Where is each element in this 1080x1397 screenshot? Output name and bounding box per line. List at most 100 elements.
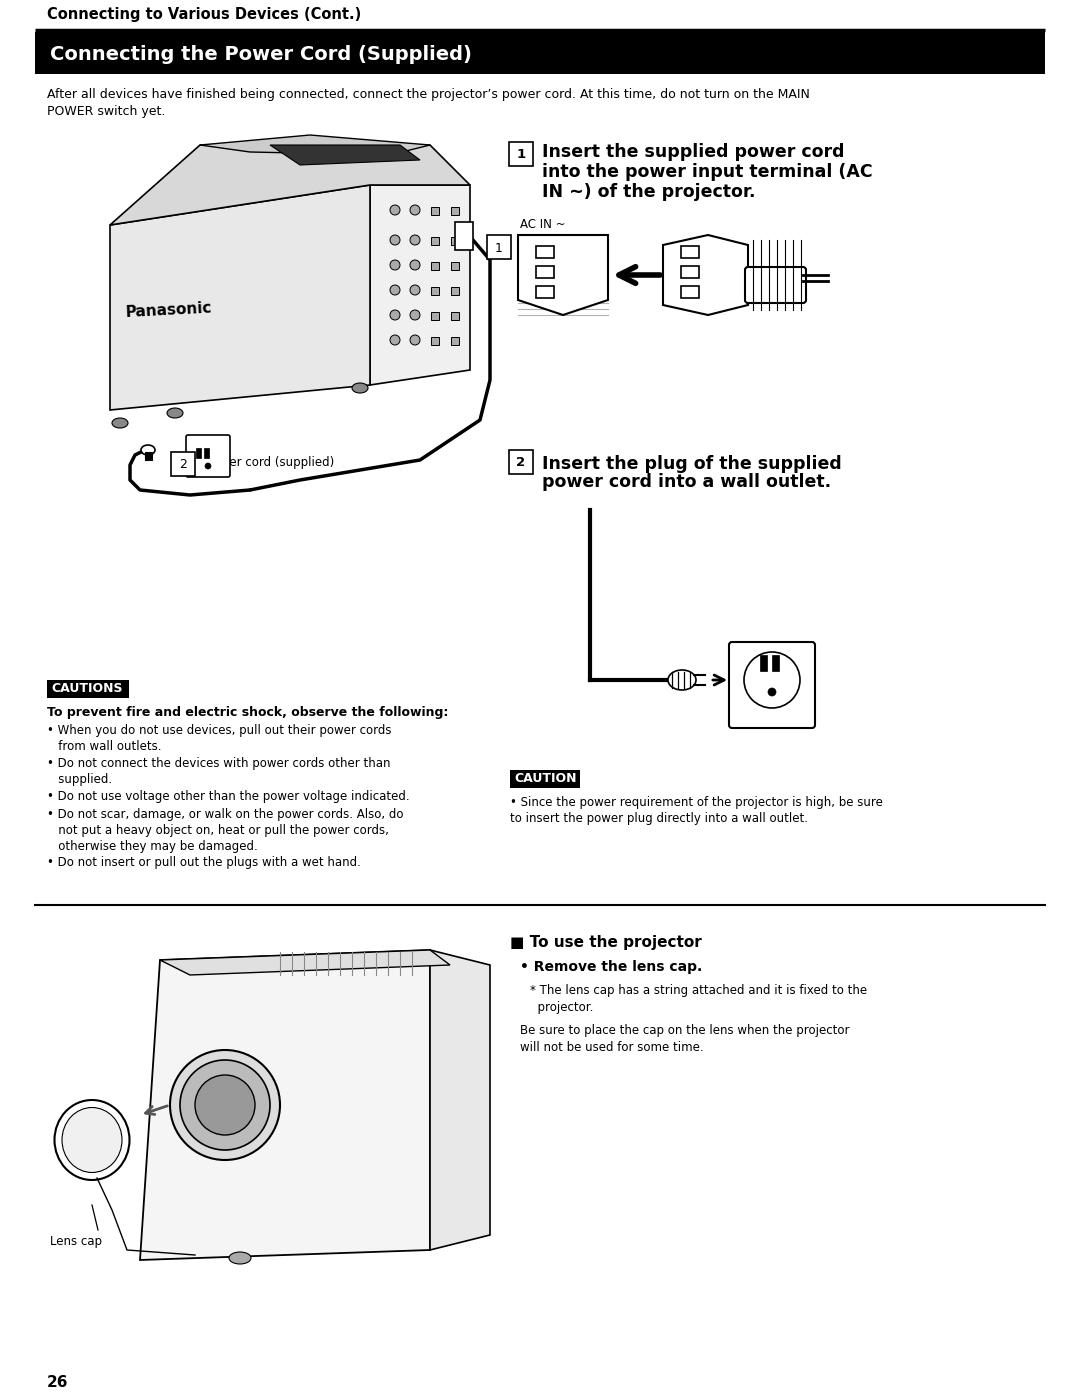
FancyBboxPatch shape [186, 434, 230, 476]
Text: • Do not connect the devices with power cords other than
   supplied.: • Do not connect the devices with power … [48, 757, 391, 787]
Circle shape [180, 1060, 270, 1150]
Circle shape [744, 652, 800, 708]
Bar [510, 770, 580, 788]
Text: IN ~) of the projector.: IN ~) of the projector. [542, 183, 756, 201]
Text: • Since the power requirement of the projector is high, be sure
to insert the po: • Since the power requirement of the pro… [510, 796, 882, 826]
Bar [451, 312, 459, 320]
Bar [681, 286, 699, 298]
Ellipse shape [141, 446, 156, 455]
Polygon shape [200, 136, 430, 155]
Polygon shape [110, 145, 470, 225]
Text: To prevent fire and electric shock, observe the following:: To prevent fire and electric shock, obse… [48, 705, 448, 719]
Circle shape [390, 335, 400, 345]
Circle shape [170, 1051, 280, 1160]
Polygon shape [663, 235, 748, 314]
Text: 2: 2 [179, 458, 187, 472]
Bar [431, 286, 438, 295]
FancyBboxPatch shape [745, 267, 806, 303]
Circle shape [410, 235, 420, 244]
Text: Connecting to Various Devices (Cont.): Connecting to Various Devices (Cont.) [48, 7, 361, 22]
Ellipse shape [62, 1108, 122, 1172]
Circle shape [390, 285, 400, 295]
Text: Insert the supplied power cord: Insert the supplied power cord [542, 142, 845, 161]
Polygon shape [518, 235, 608, 314]
Text: • When you do not use devices, pull out their power cords
   from wall outlets.: • When you do not use devices, pull out … [48, 724, 391, 753]
FancyBboxPatch shape [487, 235, 511, 258]
Circle shape [390, 235, 400, 244]
Bar [681, 246, 699, 258]
Bar [431, 312, 438, 320]
Text: Lens cap: Lens cap [50, 1235, 102, 1248]
Bar [451, 263, 459, 270]
Bar [536, 265, 554, 278]
Bar [431, 207, 438, 215]
FancyBboxPatch shape [509, 450, 534, 474]
Text: Be sure to place the cap on the lens when the projector
will not be used for som: Be sure to place the cap on the lens whe… [519, 1024, 850, 1053]
Text: • Do not use voltage other than the power voltage indicated.: • Do not use voltage other than the powe… [48, 789, 409, 803]
Ellipse shape [54, 1099, 130, 1180]
Text: AC IN ~: AC IN ~ [519, 218, 566, 231]
FancyBboxPatch shape [729, 643, 815, 728]
Bar [35, 32, 1045, 74]
Circle shape [390, 310, 400, 320]
Text: into the power input terminal (AC: into the power input terminal (AC [542, 163, 873, 182]
Text: • Do not scar, damage, or walk on the power cords. Also, do
   not put a heavy o: • Do not scar, damage, or walk on the po… [48, 807, 404, 854]
Text: 1: 1 [516, 148, 526, 162]
Bar [536, 246, 554, 258]
Bar [48, 680, 129, 698]
Circle shape [410, 285, 420, 295]
Circle shape [410, 205, 420, 215]
Text: CAUTIONS: CAUTIONS [51, 682, 122, 694]
Bar [431, 263, 438, 270]
Bar [451, 237, 459, 244]
Ellipse shape [352, 383, 368, 393]
Bar [772, 655, 779, 671]
Bar [431, 337, 438, 345]
FancyBboxPatch shape [509, 142, 534, 166]
Text: ■ To use the projector: ■ To use the projector [510, 935, 702, 950]
Bar [760, 655, 767, 671]
Bar [455, 222, 473, 250]
Bar [195, 448, 201, 458]
Bar [431, 237, 438, 244]
Bar [451, 337, 459, 345]
Ellipse shape [167, 408, 183, 418]
Text: Insert the plug of the supplied: Insert the plug of the supplied [542, 455, 841, 474]
Bar [451, 207, 459, 215]
FancyBboxPatch shape [171, 453, 195, 476]
Bar [451, 286, 459, 295]
Bar [149, 453, 152, 460]
Text: Connecting the Power Cord (Supplied): Connecting the Power Cord (Supplied) [50, 45, 472, 63]
Text: 26: 26 [48, 1375, 68, 1390]
Circle shape [195, 1076, 255, 1134]
Text: • Do not insert or pull out the plugs with a wet hand.: • Do not insert or pull out the plugs wi… [48, 856, 361, 869]
Bar [681, 265, 699, 278]
Circle shape [410, 260, 420, 270]
Polygon shape [110, 184, 370, 409]
Polygon shape [270, 145, 420, 165]
Text: Panasonic: Panasonic [125, 300, 213, 320]
Circle shape [390, 205, 400, 215]
Bar [145, 453, 148, 460]
Text: After all devices have finished being connected, connect the projector’s power c: After all devices have finished being co… [48, 88, 810, 117]
Circle shape [390, 260, 400, 270]
Circle shape [205, 462, 211, 469]
Text: 1: 1 [495, 242, 503, 254]
Polygon shape [160, 950, 450, 975]
Ellipse shape [669, 671, 696, 690]
Text: • Remove the lens cap.: • Remove the lens cap. [519, 960, 702, 974]
Ellipse shape [112, 418, 129, 427]
Polygon shape [370, 184, 470, 386]
Circle shape [410, 335, 420, 345]
Text: CAUTION: CAUTION [514, 773, 577, 785]
Polygon shape [140, 950, 430, 1260]
Ellipse shape [229, 1252, 251, 1264]
Circle shape [768, 687, 777, 696]
Bar [204, 448, 210, 458]
Text: power cord into a wall outlet.: power cord into a wall outlet. [542, 474, 832, 490]
Polygon shape [430, 950, 490, 1250]
Bar [536, 286, 554, 298]
Text: 2: 2 [516, 457, 526, 469]
Text: * The lens cap has a string attached and it is fixed to the
  projector.: * The lens cap has a string attached and… [530, 983, 867, 1014]
Circle shape [410, 310, 420, 320]
